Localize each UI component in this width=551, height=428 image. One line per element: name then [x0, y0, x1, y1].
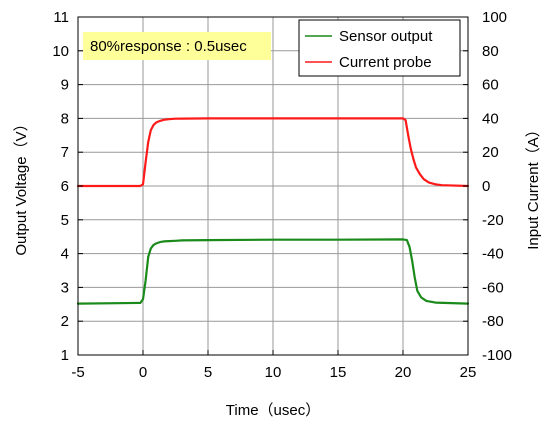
y-tick-label: 4 [61, 246, 69, 263]
series-layer [76, 117, 470, 305]
y-tick-label: 7 [61, 144, 69, 161]
y2-tick-label: 20 [482, 144, 499, 161]
y2-axis-title: Input Current（A） [525, 122, 542, 250]
x-tick-label: -5 [71, 364, 84, 381]
y-tick-label: 11 [53, 9, 69, 26]
y-tick-label: 8 [61, 110, 69, 127]
y-tick-label: 10 [52, 43, 69, 60]
y-tick-label: 5 [61, 212, 69, 229]
annotation-text: 80%response : 0.5usec [90, 38, 247, 55]
tick-layer: -5 0 5 10 15 20 25 1 2 3 4 5 6 7 8 9 10 11 -100 -80 -60 -40 -2… [52, 9, 512, 381]
legend-label-sensor: Sensor output [339, 28, 433, 45]
y-tick-label: 3 [61, 279, 69, 296]
series-line-sensor-output [76, 238, 470, 305]
x-tick-label: 15 [330, 364, 347, 381]
y2-tick-label: 100 [482, 9, 507, 26]
y-axis-title: Output Voltage（V） [13, 116, 30, 255]
legend-box [298, 19, 461, 77]
legend-label-current: Current probe [339, 54, 432, 71]
x-tick-label: 25 [460, 364, 477, 381]
y-tick-label: 1 [61, 347, 69, 364]
y2-tick-label: -20 [482, 212, 504, 229]
y2-tick-label: 40 [482, 110, 499, 127]
y2-tick-label: 0 [482, 178, 490, 195]
y2-tick-label: 60 [482, 77, 499, 94]
y-tick-label: 6 [61, 178, 69, 195]
y-tick-label: 2 [61, 313, 69, 330]
annotation: 80%response : 0.5usec [83, 32, 271, 60]
x-tick-label: 5 [204, 364, 212, 381]
legend: Sensor output Current probe [298, 19, 461, 77]
x-tick-label: 0 [139, 364, 147, 381]
annotation-box [83, 32, 271, 60]
x-tick-label: 10 [265, 364, 282, 381]
y-tick-label: 9 [61, 77, 69, 94]
y2-tick-label: -100 [482, 347, 512, 364]
y2-tick-label: -40 [482, 246, 504, 263]
y2-tick-label: 80 [482, 43, 499, 60]
x-axis-title: Time（usec） [226, 402, 320, 419]
series-line-current-probe [76, 117, 470, 188]
x-tick-label: 20 [395, 364, 412, 381]
y2-tick-label: -80 [482, 313, 504, 330]
y2-tick-label: -60 [482, 279, 504, 296]
